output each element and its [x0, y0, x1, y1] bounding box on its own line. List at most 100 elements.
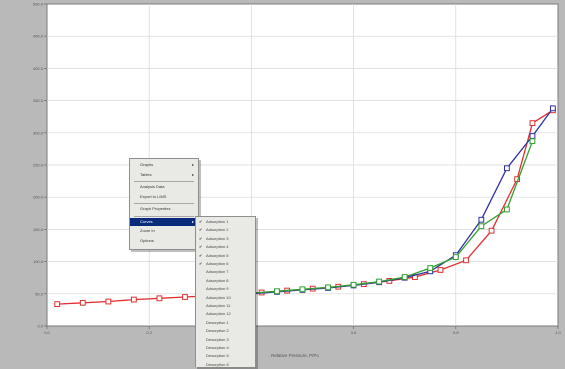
series-1-point — [130, 296, 137, 303]
menu-item-label: Zoom In — [140, 228, 155, 233]
x-tick-label: 0.6 — [351, 330, 357, 335]
curve-toggle-item[interactable]: Desorption 2 — [196, 327, 255, 335]
curves-submenu: ✔ Adsorption 1 ✔ Adsorption 2 ✔ Adsorption 3 ✔… — [195, 216, 256, 367]
curve-toggle-item[interactable]: ✔ Adsorption 5 — [196, 252, 255, 260]
series-3-line — [251, 140, 534, 294]
series-3-point — [274, 288, 280, 295]
menu-item-label: Graph Properties — [140, 206, 171, 211]
context-menu: Graphs ▸ Tables ▸ Analysis Data Export to LIM… — [129, 158, 199, 250]
series-3-point — [529, 138, 536, 145]
y-tick-label: 500.0 — [33, 2, 44, 7]
series-1-point — [54, 301, 61, 308]
y-tick-label: 200.0 — [33, 195, 44, 200]
menu-separator — [134, 181, 194, 182]
series-1-point — [488, 227, 495, 234]
curve-toggle-item[interactable]: ✔ Adsorption 3 — [196, 235, 255, 243]
curve-label: Adsorption 10 — [206, 294, 231, 300]
series-3-point — [504, 206, 510, 213]
y-tick-label: 150.0 — [33, 227, 44, 232]
x-tick-label: 0.8 — [453, 330, 459, 335]
y-tick-label: 100.0 — [33, 259, 44, 264]
curve-toggle-item[interactable]: ✔ Adsorption 4 — [196, 243, 255, 251]
curve-label: Adsorption 5 — [206, 252, 229, 258]
x-tick-label: 1.0 — [555, 330, 561, 335]
x-axis-title: Relative Pressure, P/Po — [271, 353, 319, 358]
context-menu-item[interactable]: Graphs ▸ — [130, 161, 198, 169]
curve-label: Adsorption 3 — [206, 235, 229, 241]
checkmark-icon: ✔ — [199, 244, 203, 250]
series-1-point — [156, 295, 163, 302]
curve-label: Desorption 3 — [206, 336, 229, 342]
curve-toggle-item[interactable]: ✔ Adsorption 6 — [196, 260, 255, 268]
series-3-point — [452, 254, 459, 260]
x-tick-label: 0.0 — [44, 330, 50, 335]
series-3-point — [401, 274, 408, 280]
curve-label: Desorption 4 — [206, 345, 229, 350]
context-menu-item[interactable]: Export to LIMS — [130, 193, 198, 201]
y-tick-label: 0.0 — [37, 324, 43, 329]
curve-toggle-item[interactable]: Desorption 5 — [196, 352, 255, 360]
curve-toggle-item[interactable]: ✔ Adsorption 1 — [196, 218, 255, 226]
context-menu-item[interactable]: Options — [130, 237, 198, 245]
context-menu-item[interactable]: Zoom In — [130, 227, 198, 235]
y-tick-label: 250.0 — [33, 163, 44, 168]
submenu-arrow-icon: ▸ — [191, 218, 194, 224]
series-3-point — [299, 286, 306, 293]
curve-toggle-item[interactable]: Adsorption 10 — [196, 294, 255, 302]
series-3-point — [350, 281, 357, 288]
curve-label: Desorption 5 — [206, 353, 229, 359]
curve-label: Adsorption 2 — [206, 227, 229, 233]
menu-item-label: Curves — [140, 218, 153, 224]
curve-label: Adsorption 8 — [206, 277, 229, 283]
curve-toggle-item[interactable]: Adsorption 8 — [196, 277, 255, 285]
curve-label: Adsorption 9 — [206, 286, 229, 292]
checkmark-icon: ✔ — [199, 252, 203, 258]
y-tick-label: 350.0 — [33, 98, 44, 103]
checkmark-icon: ✔ — [199, 219, 203, 224]
curve-toggle-item[interactable]: ✔ Adsorption 2 — [196, 226, 255, 234]
curve-toggle-item[interactable]: Adsorption 12 — [196, 310, 255, 318]
series-1-point — [437, 267, 444, 273]
curve-label: Desorption 2 — [206, 328, 229, 334]
curve-toggle-item[interactable]: Adsorption 9 — [196, 285, 255, 293]
series-2-point — [504, 165, 510, 172]
curve-toggle-item[interactable]: Desorption 6 — [196, 361, 255, 369]
curve-toggle-item[interactable]: Adsorption 7 — [196, 268, 255, 276]
y-tick-label: 50.0 — [35, 291, 44, 296]
context-menu-item[interactable]: Curves ▸ — [130, 217, 198, 226]
curve-label: Adsorption 12 — [206, 311, 231, 317]
series-1-point — [182, 294, 188, 300]
curve-label: Adsorption 6 — [206, 261, 229, 266]
context-menu-item[interactable]: Tables ▸ — [130, 171, 198, 179]
checkmark-icon: ✔ — [199, 235, 203, 241]
checkmark-icon: ✔ — [199, 227, 203, 233]
series-1-point — [529, 120, 536, 127]
menu-item-label: Graphs — [140, 162, 154, 167]
curve-toggle-item[interactable]: Desorption 1 — [196, 319, 255, 327]
series-3-point — [325, 284, 331, 291]
curve-label: Adsorption 4 — [206, 244, 229, 250]
curve-toggle-item[interactable]: Desorption 4 — [196, 344, 255, 352]
series-3-point — [376, 278, 383, 285]
submenu-arrow-icon: ▸ — [191, 171, 194, 177]
menu-separator — [134, 203, 194, 204]
series-2-point — [549, 105, 556, 112]
y-tick-label: 450.0 — [33, 34, 44, 39]
curve-toggle-item[interactable]: Adsorption 11 — [196, 302, 255, 310]
submenu-arrow-icon: ▸ — [191, 162, 194, 167]
series-1-point — [105, 298, 112, 305]
curve-label: Adsorption 11 — [206, 303, 231, 308]
series-2-point — [529, 133, 536, 139]
context-menu-item[interactable]: Graph Properties — [130, 205, 198, 213]
series-3-point — [427, 265, 434, 271]
menu-separator — [134, 215, 194, 217]
curve-label: Adsorption 7 — [206, 269, 229, 275]
curve-toggle-item[interactable]: Desorption 3 — [196, 336, 255, 344]
context-menu-item[interactable]: Analysis Data — [130, 183, 198, 191]
series-1-point — [79, 299, 86, 306]
curve-label: Desorption 1 — [206, 319, 229, 325]
curve-label: Desorption 6 — [206, 361, 229, 367]
curve-label: Adsorption 1 — [206, 219, 229, 224]
